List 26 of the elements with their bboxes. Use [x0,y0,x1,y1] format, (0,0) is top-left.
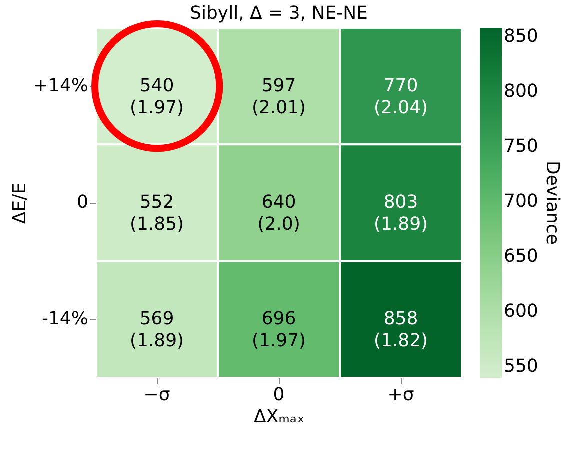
color-bar-label: 800 [504,80,538,102]
color-bar-label: 850 [504,26,538,47]
y-tick-label: -14% [42,308,88,330]
color-bar-label: 750 [504,136,538,157]
color-bar-label: 600 [504,300,538,322]
data-label: 552 (1.85) [130,192,184,235]
color-bar-label: 650 [504,246,538,267]
data-label: 696 (1.97) [252,308,306,352]
data-label: 540 (1.97) [130,75,184,118]
data-label: 770 (2.04) [374,75,428,118]
color-bar-label: 700 [504,190,538,212]
chart-title: Sibyll, Δ = 3, NE-NE [190,3,368,24]
data-label: 640 (2.0) [258,192,300,235]
data-label: 569 (1.89) [130,308,184,352]
y-axis-title: ΔE/E [9,182,30,224]
color-bar-label: 550 [504,356,538,377]
x-axis-title: ΔXₘₐₓ [254,406,305,428]
y-tick-label: +14% [33,75,88,96]
data-label: 858 (1.82) [374,308,428,352]
data-label: 597 (2.01) [252,75,306,118]
x-tick-label: +σ [388,384,414,406]
color-bar-title: Deviance [542,161,561,245]
y-tick-label: 0 [77,192,88,213]
x-tick-label: −σ [144,384,170,406]
x-tick-label: 0 [273,384,285,406]
data-label: 803 (1.89) [374,192,428,235]
